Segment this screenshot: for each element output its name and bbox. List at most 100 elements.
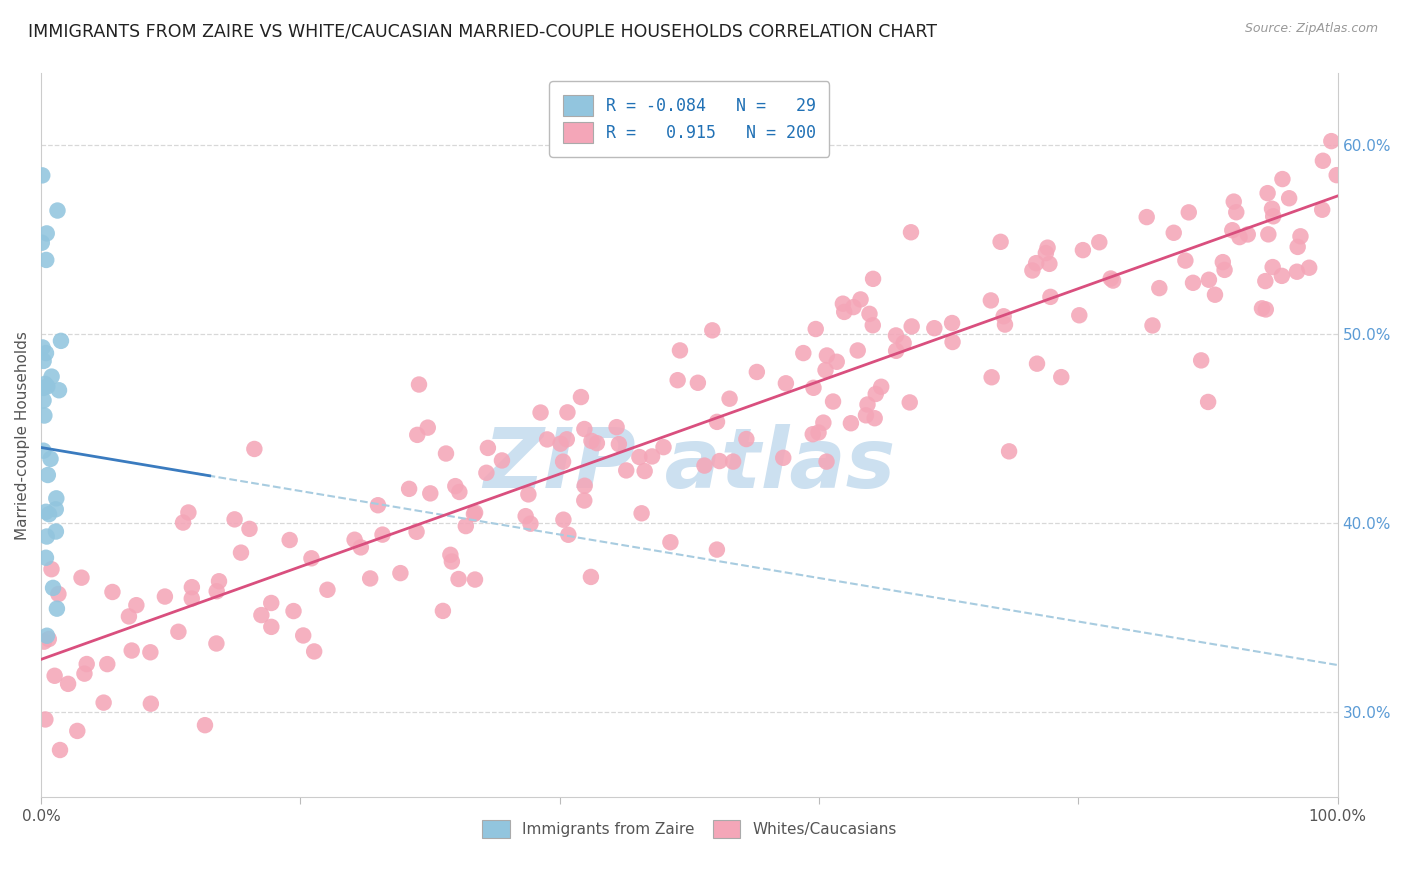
Point bbox=[1038, 257, 1060, 271]
Point bbox=[718, 392, 741, 406]
Point bbox=[1222, 194, 1244, 209]
Point bbox=[536, 433, 558, 447]
Point bbox=[1225, 205, 1247, 219]
Point bbox=[454, 519, 477, 533]
Point bbox=[101, 585, 124, 599]
Point bbox=[419, 486, 441, 500]
Point bbox=[491, 453, 513, 467]
Point bbox=[735, 432, 758, 446]
Point bbox=[37, 379, 59, 393]
Point bbox=[1271, 268, 1294, 283]
Point bbox=[35, 252, 58, 267]
Point bbox=[93, 696, 115, 710]
Point bbox=[745, 365, 768, 379]
Point bbox=[821, 394, 844, 409]
Point bbox=[398, 482, 420, 496]
Point bbox=[803, 381, 825, 395]
Point bbox=[1174, 253, 1197, 268]
Point bbox=[32, 393, 55, 408]
Point bbox=[686, 376, 709, 390]
Point bbox=[1035, 246, 1057, 260]
Point bbox=[447, 572, 470, 586]
Point bbox=[39, 451, 62, 466]
Point bbox=[66, 723, 89, 738]
Point bbox=[574, 479, 596, 493]
Point bbox=[350, 541, 373, 555]
Point bbox=[998, 444, 1021, 458]
Point bbox=[139, 697, 162, 711]
Point bbox=[839, 416, 862, 430]
Point bbox=[1278, 191, 1301, 205]
Point bbox=[37, 468, 59, 483]
Point bbox=[73, 666, 96, 681]
Point bbox=[283, 604, 305, 618]
Point bbox=[302, 644, 325, 658]
Point bbox=[229, 546, 252, 560]
Point bbox=[814, 363, 837, 377]
Point bbox=[1257, 227, 1279, 242]
Point bbox=[606, 420, 628, 434]
Point bbox=[586, 436, 609, 450]
Point bbox=[41, 369, 63, 384]
Point bbox=[569, 390, 592, 404]
Point bbox=[45, 524, 67, 539]
Point bbox=[666, 373, 689, 387]
Point bbox=[477, 441, 499, 455]
Point bbox=[1142, 318, 1164, 333]
Point bbox=[45, 502, 67, 516]
Point bbox=[1326, 168, 1348, 182]
Point bbox=[842, 300, 865, 314]
Point bbox=[1189, 353, 1212, 368]
Point bbox=[42, 581, 65, 595]
Point bbox=[464, 506, 486, 520]
Point bbox=[440, 555, 463, 569]
Point bbox=[693, 458, 716, 473]
Point bbox=[49, 743, 72, 757]
Point bbox=[557, 405, 579, 419]
Point bbox=[574, 493, 596, 508]
Legend: Immigrants from Zaire, Whites/Caucasians: Immigrants from Zaire, Whites/Caucasians bbox=[477, 814, 903, 844]
Point bbox=[1254, 274, 1277, 288]
Point bbox=[416, 420, 439, 434]
Point bbox=[529, 405, 551, 419]
Point bbox=[1320, 134, 1343, 148]
Point bbox=[832, 305, 855, 319]
Point bbox=[550, 436, 572, 450]
Point bbox=[1298, 260, 1320, 275]
Point bbox=[1163, 226, 1185, 240]
Point bbox=[702, 323, 724, 337]
Point bbox=[444, 479, 467, 493]
Point bbox=[180, 580, 202, 594]
Point bbox=[574, 422, 596, 436]
Point bbox=[1286, 240, 1309, 254]
Text: IMMIGRANTS FROM ZAIRE VS WHITE/CAUCASIAN MARRIED-COUPLE HOUSEHOLDS CORRELATION C: IMMIGRANTS FROM ZAIRE VS WHITE/CAUCASIAN… bbox=[28, 22, 938, 40]
Point bbox=[772, 450, 794, 465]
Point bbox=[924, 321, 946, 335]
Point bbox=[1102, 274, 1125, 288]
Point bbox=[980, 370, 1002, 384]
Point bbox=[1182, 276, 1205, 290]
Point bbox=[807, 425, 830, 440]
Point bbox=[180, 591, 202, 606]
Point bbox=[434, 446, 457, 460]
Point bbox=[194, 718, 217, 732]
Point bbox=[557, 528, 579, 542]
Point bbox=[994, 318, 1017, 332]
Point bbox=[898, 395, 921, 409]
Point bbox=[804, 322, 827, 336]
Point bbox=[35, 550, 58, 565]
Point bbox=[260, 620, 283, 634]
Point bbox=[167, 624, 190, 639]
Point bbox=[831, 296, 853, 310]
Point bbox=[38, 507, 60, 521]
Point bbox=[292, 628, 315, 642]
Point bbox=[801, 427, 824, 442]
Point bbox=[408, 377, 430, 392]
Point bbox=[35, 529, 58, 543]
Point bbox=[46, 203, 69, 218]
Point bbox=[56, 677, 79, 691]
Point bbox=[709, 454, 731, 468]
Point bbox=[125, 598, 148, 612]
Point bbox=[34, 376, 56, 391]
Point bbox=[371, 527, 394, 541]
